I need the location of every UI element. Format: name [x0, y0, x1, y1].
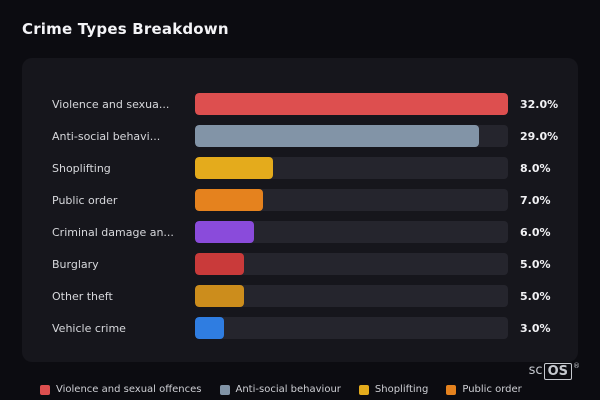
bar-row: Violence and sexua... 32.0% — [22, 88, 578, 120]
bar[interactable] — [195, 317, 225, 339]
value-label: 29.0% — [520, 129, 559, 143]
bar-track — [195, 253, 508, 275]
bar-row: Public order 7.0% — [22, 184, 578, 216]
scos-logo: sc OS ® — [529, 363, 580, 380]
legend-label: Public order — [462, 384, 522, 395]
bar[interactable] — [195, 125, 479, 147]
category-label: Public order — [52, 193, 118, 207]
legend-item-violence[interactable]: Violence and sexual offences — [40, 384, 202, 395]
legend-item-shoplifting[interactable]: Shoplifting — [358, 384, 429, 395]
bar-track — [195, 317, 508, 339]
legend-swatch-icon — [219, 384, 230, 395]
bar-row: Shoplifting 8.0% — [22, 152, 578, 184]
value-label: 6.0% — [520, 225, 551, 239]
legend-label: Violence and sexual offences — [56, 384, 202, 395]
bar[interactable] — [195, 285, 244, 307]
category-label: Anti-social behavi... — [52, 129, 161, 143]
category-label: Criminal damage an... — [52, 225, 174, 239]
category-label: Vehicle crime — [52, 321, 126, 335]
value-label: 5.0% — [520, 289, 551, 303]
value-label: 8.0% — [520, 161, 551, 175]
bar-track — [195, 157, 508, 179]
logo-suffix: OS — [543, 363, 572, 380]
legend-swatch-icon — [358, 384, 369, 395]
bar-track — [195, 221, 508, 243]
legend-swatch-icon — [446, 384, 457, 395]
bar-row: Criminal damage an... 6.0% — [22, 216, 578, 248]
registered-mark: ® — [573, 362, 580, 370]
bar-row: Anti-social behavi... 29.0% — [22, 120, 578, 152]
category-label: Burglary — [52, 257, 99, 271]
value-label: 32.0% — [520, 97, 559, 111]
value-label: 7.0% — [520, 193, 551, 207]
legend-label: Anti-social behaviour — [235, 384, 341, 395]
bar-rows: Violence and sexua... 32.0% Anti-social … — [22, 88, 578, 344]
bar[interactable] — [195, 253, 244, 275]
bar-row: Vehicle crime 3.0% — [22, 312, 578, 344]
legend-swatch-icon — [40, 384, 50, 395]
bar[interactable] — [195, 189, 264, 211]
category-label: Shoplifting — [52, 161, 111, 175]
bar-row: Other theft 5.0% — [22, 280, 578, 312]
bar[interactable] — [195, 157, 274, 179]
category-label: Other theft — [52, 289, 113, 303]
bar[interactable] — [195, 93, 508, 115]
bar-row: Burglary 5.0% — [22, 248, 578, 280]
legend-label: Shoplifting — [374, 384, 429, 395]
page-title: Crime Types Breakdown — [22, 20, 229, 38]
legend-item-publicorder[interactable]: Public order — [446, 384, 522, 395]
value-label: 3.0% — [520, 321, 551, 335]
legend-item-antisocial[interactable]: Anti-social behaviour — [219, 384, 341, 395]
chart-legend: Violence and sexual offences Anti-social… — [40, 384, 522, 395]
bar[interactable] — [195, 221, 254, 243]
bar-track — [195, 285, 508, 307]
bar-track — [195, 125, 508, 147]
logo-prefix: sc — [528, 363, 543, 378]
chart-card: Violence and sexua... 32.0% Anti-social … — [22, 58, 578, 362]
value-label: 5.0% — [520, 257, 551, 271]
category-label: Violence and sexua... — [52, 97, 170, 111]
bar-track — [195, 189, 508, 211]
bar-track — [195, 93, 508, 115]
